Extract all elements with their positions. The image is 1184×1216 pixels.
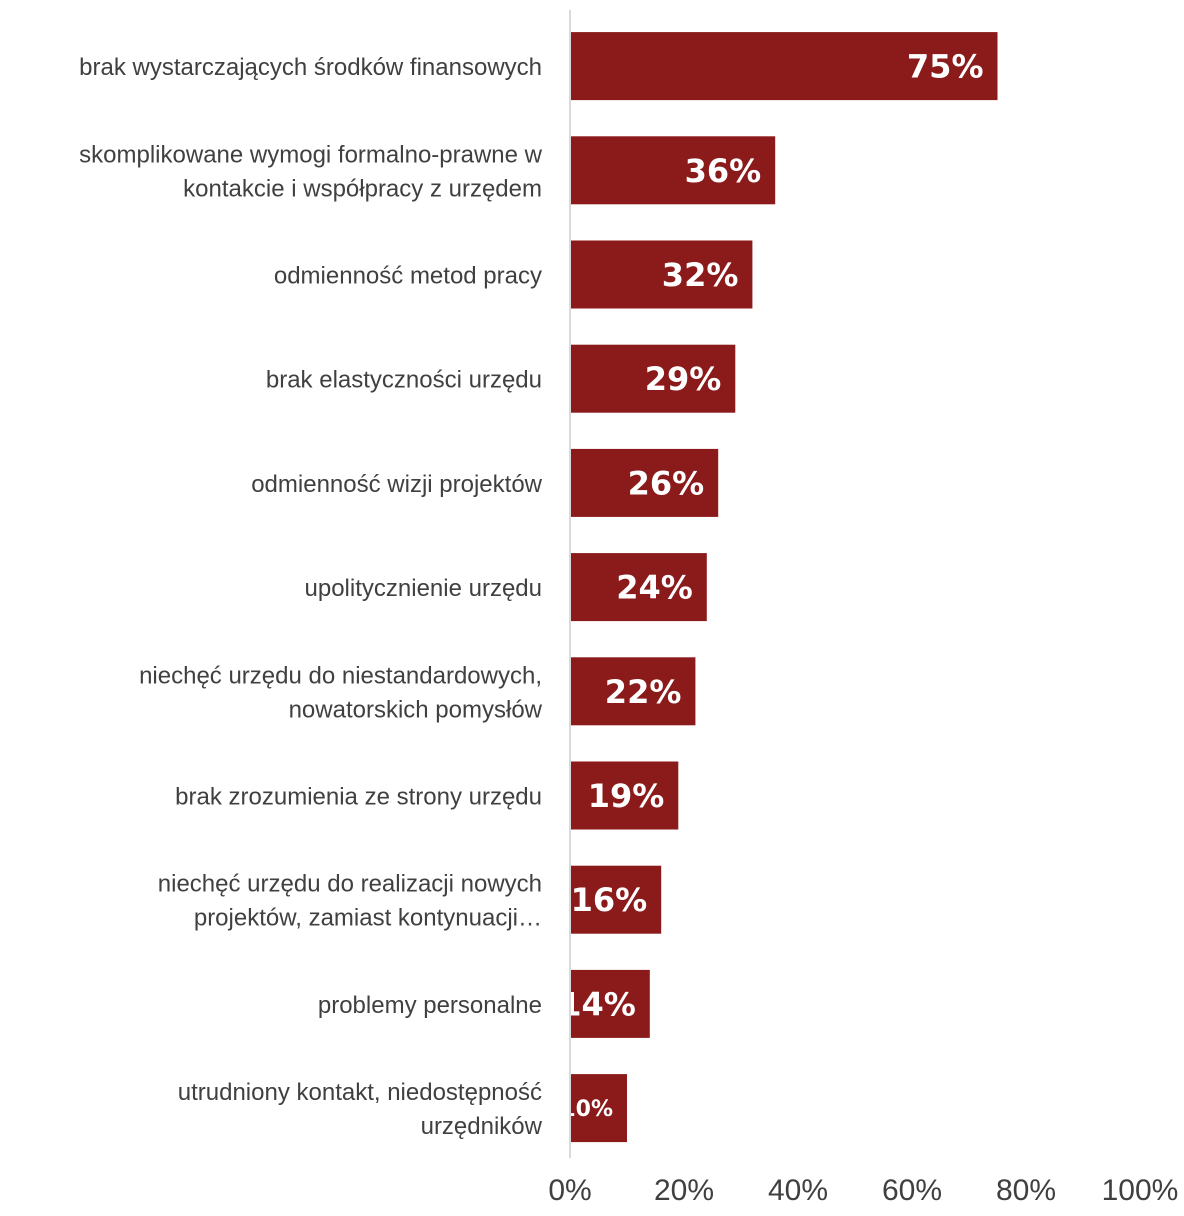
category-label: niechęć urzędu do realizacji nowych proje… [158, 871, 542, 932]
category-label: problemy personalne [318, 992, 542, 1019]
bar [570, 969, 650, 1038]
x-tick-label: 100% [1102, 1174, 1179, 1207]
bars-group: 75% 36% 32% 29% 26% 24% 22% 19% 16% 14% 10% [559, 32, 998, 1143]
bar [570, 865, 662, 934]
category-label: brak wystarczających środków finansowych [79, 54, 542, 81]
category-label: odmienność wizji projektów [251, 471, 542, 498]
bar-value-label: 29% [645, 360, 722, 398]
bar-value-label: 26% [628, 464, 705, 502]
category-label: utrudniony kontakt, niedostępność urzędni… [178, 1079, 543, 1140]
x-tick-label: 60% [882, 1174, 942, 1207]
bar-value-label: 19% [588, 777, 665, 815]
bar [570, 240, 753, 309]
x-tick-labels: 0% 20% 40% 60% 80% 100% [548, 1174, 1178, 1207]
bar-value-label: 36% [685, 152, 762, 190]
category-label: brak zrozumienia ze strony urzędu [175, 784, 542, 811]
bar [570, 553, 707, 622]
bar [570, 344, 736, 413]
bar [570, 448, 719, 517]
bar [570, 761, 679, 830]
category-label: upolitycznienie urzędu [305, 575, 542, 602]
category-label: niechęć urzędu do niestandardowych, nowat… [139, 662, 543, 723]
category-label: brak elastyczności urzędu [266, 367, 542, 394]
category-label: odmienność metod pracy [274, 263, 542, 290]
bar-value-label: 22% [605, 673, 682, 711]
category-labels: brak wystarczających środków finansowych… [79, 54, 543, 1140]
bar [570, 136, 776, 205]
bar-value-label: 32% [662, 256, 739, 294]
bar [570, 657, 696, 726]
bar [570, 1074, 627, 1143]
bar-value-label: 16% [571, 881, 648, 919]
bar-value-label: 14% [559, 985, 636, 1023]
x-tick-label: 40% [768, 1174, 828, 1207]
bar-value-label: 24% [616, 569, 693, 607]
bar-value-label: 10% [560, 1097, 613, 1122]
x-tick-label: 0% [548, 1174, 591, 1207]
bar-value-label: 75% [907, 48, 984, 86]
x-tick-label: 20% [654, 1174, 714, 1207]
x-tick-label: 80% [996, 1174, 1056, 1207]
category-label: skomplikowane wymogi formalno-prawne w ko… [79, 141, 543, 202]
bar [570, 32, 998, 101]
